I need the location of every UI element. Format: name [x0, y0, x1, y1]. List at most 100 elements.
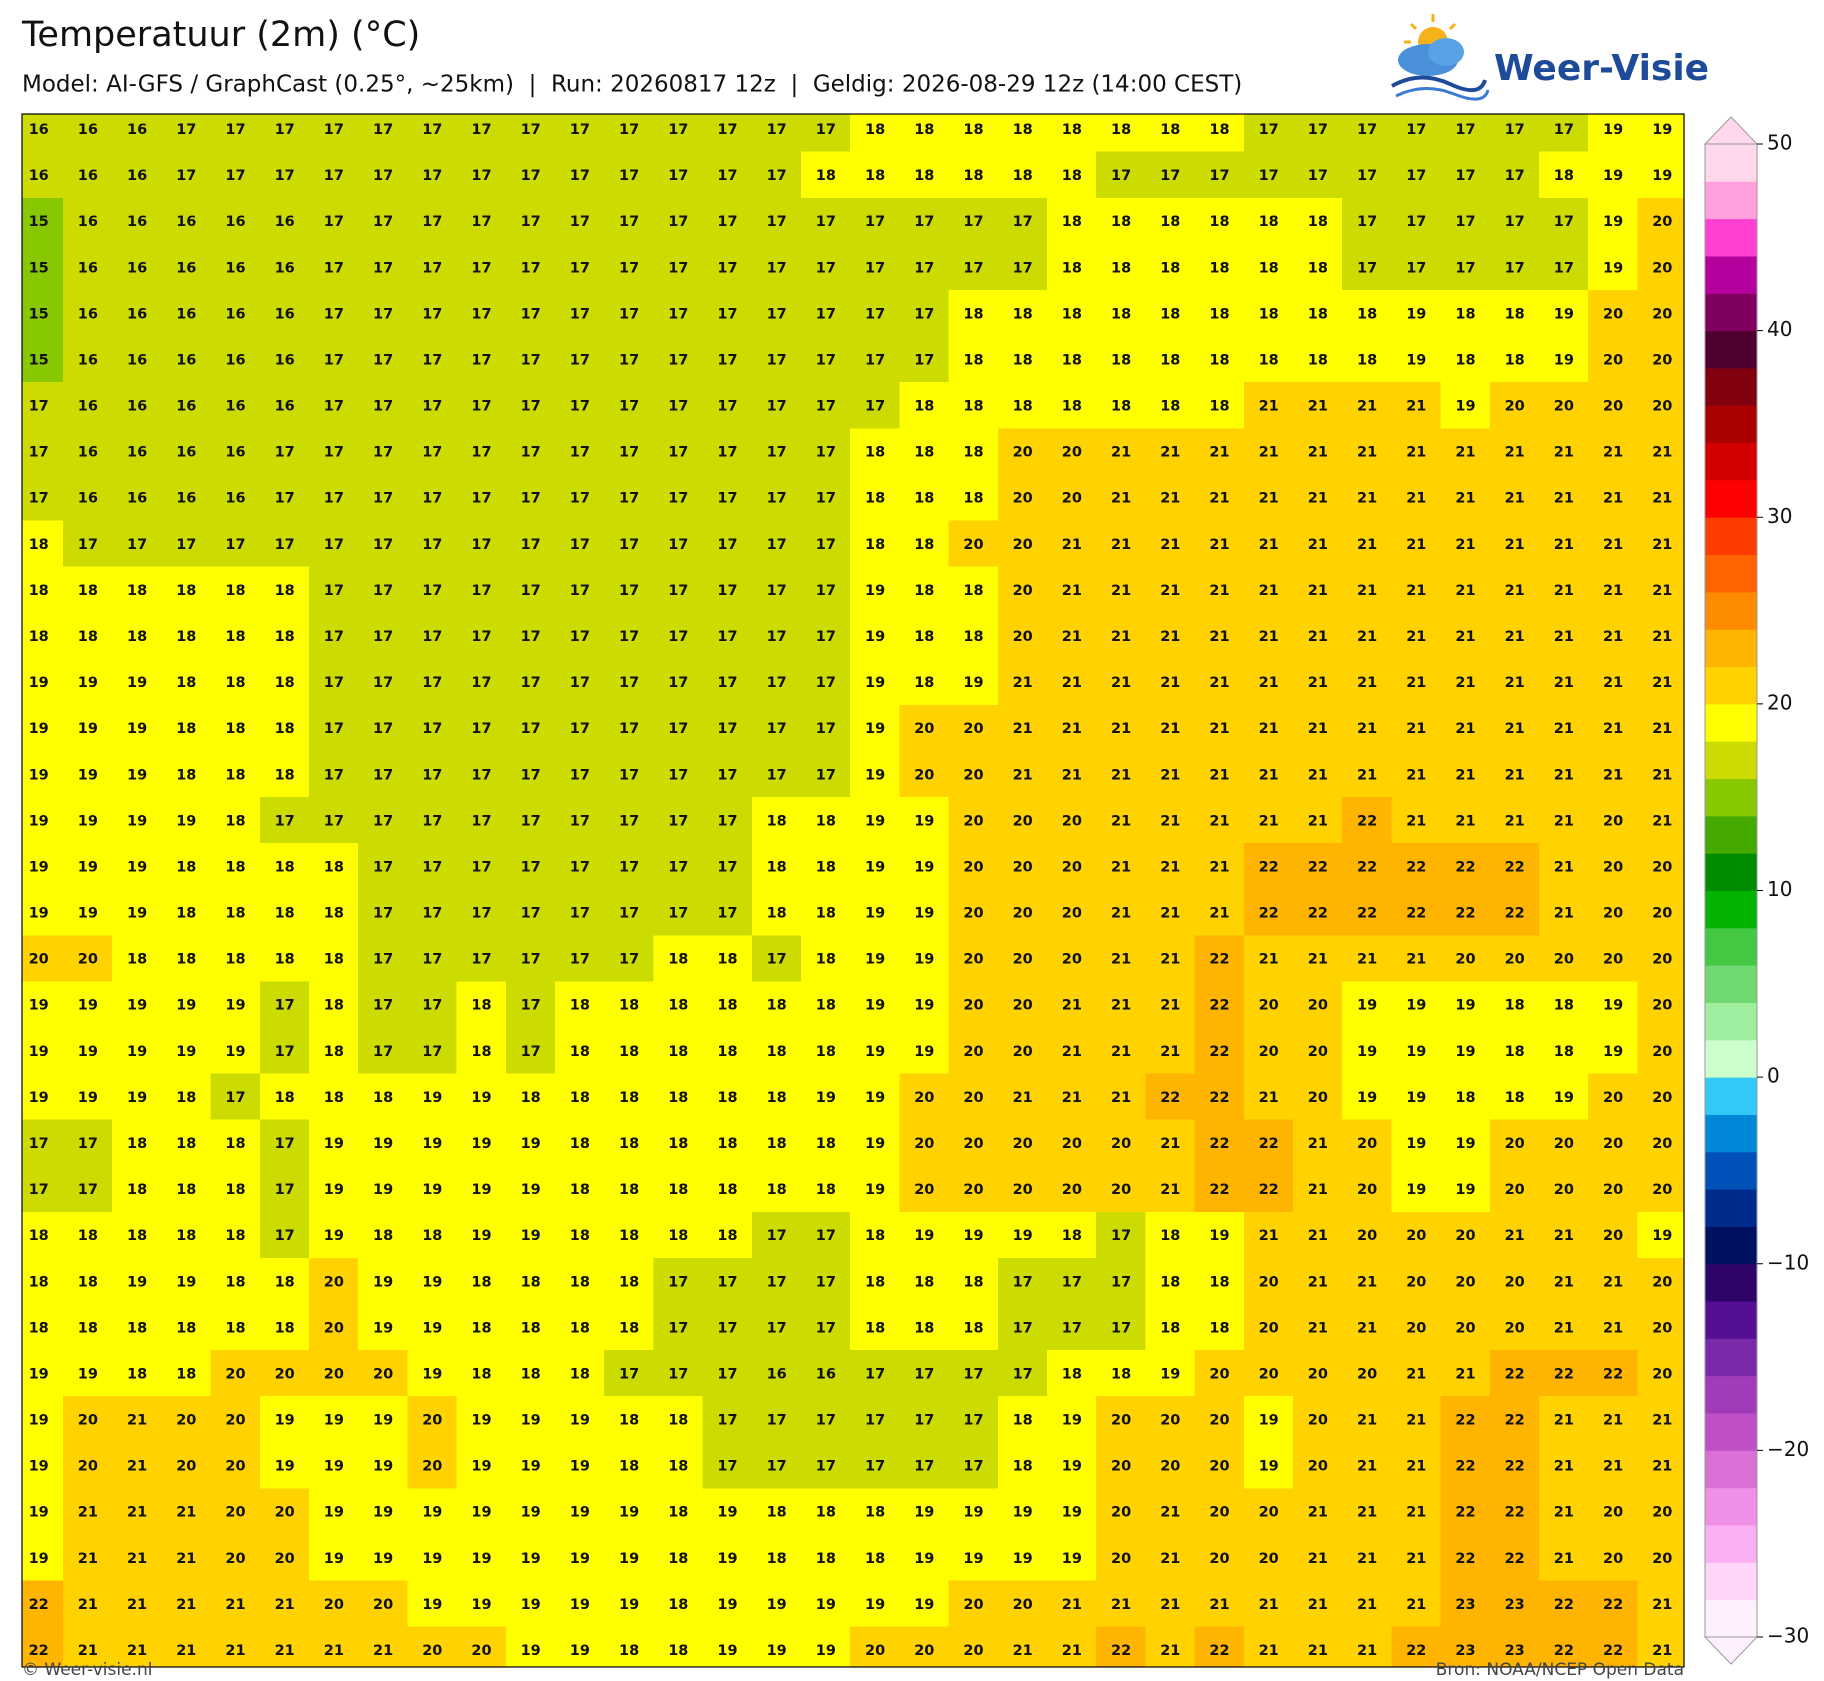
temperature-cell [1489, 658, 1540, 706]
temperature-label: 18 [1013, 168, 1033, 184]
temperature-label: 18 [275, 906, 295, 922]
temperature-label: 21 [176, 1643, 196, 1659]
temperature-label: 17 [717, 352, 737, 368]
temperature-label: 18 [1259, 352, 1279, 368]
temperature-label: 18 [176, 906, 196, 922]
temperature-label: 18 [127, 1366, 147, 1382]
temperature-label: 17 [422, 399, 442, 415]
temperature-cell [653, 797, 704, 844]
temperature-cell [751, 474, 802, 522]
temperature-label: 20 [1111, 1551, 1131, 1567]
temperature-label: 18 [717, 1044, 737, 1060]
temperature-label: 17 [619, 260, 639, 276]
temperature-label: 20 [1259, 1274, 1279, 1290]
temperature-cell [801, 290, 851, 337]
temperature-label: 21 [1160, 1136, 1180, 1152]
temperature-label: 22 [29, 1643, 49, 1659]
temperature-cell [751, 704, 802, 752]
temperature-label: 17 [373, 306, 393, 322]
temperature-label: 18 [963, 399, 983, 415]
temperature-label: 21 [1308, 1136, 1328, 1152]
temperature-label: 20 [963, 998, 983, 1014]
temperature-label: 21 [1406, 721, 1426, 737]
temperature-label: 17 [767, 399, 787, 415]
temperature-cell [1145, 243, 1196, 291]
temperature-label: 18 [29, 1274, 49, 1290]
temperature-label: 15 [29, 352, 49, 368]
temperature-label: 17 [717, 214, 737, 230]
temperature-label: 18 [471, 1320, 491, 1336]
temperature-label: 18 [1308, 306, 1328, 322]
temperature-label: 18 [668, 1597, 688, 1613]
temperature-label: 19 [29, 1044, 49, 1060]
temperature-label: 20 [914, 767, 934, 783]
temperature-cell [997, 612, 1048, 660]
temperature-cell [1637, 336, 1684, 383]
temperature-cell [948, 889, 999, 936]
temperature-label: 20 [1603, 952, 1623, 968]
temperature-label: 19 [1406, 352, 1426, 368]
temperature-label: 19 [1160, 1366, 1180, 1382]
temperature-label: 21 [1554, 721, 1574, 737]
colorbar-band [1705, 1375, 1757, 1414]
temperature-label: 21 [1209, 721, 1229, 737]
temperature-label: 20 [1603, 1090, 1623, 1106]
temperature-cell [112, 843, 162, 890]
temperature-label: 21 [176, 1597, 196, 1613]
temperature-label: 17 [373, 721, 393, 737]
temperature-label: 20 [1062, 906, 1082, 922]
temperature-cell [1342, 750, 1392, 798]
temperature-cell [505, 750, 556, 798]
temperature-label: 20 [1505, 1136, 1525, 1152]
temperature-label: 17 [275, 1182, 295, 1198]
temperature-cell [604, 336, 654, 383]
temperature-label: 18 [521, 1090, 541, 1106]
temperature-label: 17 [1455, 214, 1475, 230]
temperature-label: 17 [521, 675, 541, 691]
temperature-label: 20 [963, 813, 983, 829]
temperature-label: 17 [324, 675, 344, 691]
temperature-label: 21 [1406, 399, 1426, 415]
temperature-label: 19 [865, 629, 885, 645]
temperature-label: 17 [816, 122, 836, 138]
temperature-label: 22 [1406, 1643, 1426, 1659]
temperature-label: 18 [225, 859, 245, 875]
temperature-cell [22, 797, 64, 844]
temperature-label: 17 [570, 859, 590, 875]
temperature-cell [1539, 750, 1589, 798]
temperature-label: 17 [521, 260, 541, 276]
temperature-label: 21 [1554, 1551, 1574, 1567]
temperature-label: 18 [1062, 1366, 1082, 1382]
temperature-cell [309, 243, 359, 291]
temperature-cell [210, 474, 261, 522]
temperature-label: 17 [471, 629, 491, 645]
temperature-cell [555, 114, 605, 153]
temperature-label: 18 [668, 1228, 688, 1244]
temperature-cell [1096, 243, 1146, 291]
temperature-cell [1588, 382, 1638, 429]
temperature-label: 17 [865, 260, 885, 276]
temperature-cell [555, 428, 605, 475]
temperature-label: 17 [1308, 122, 1328, 138]
temperature-label: 21 [78, 1597, 98, 1613]
temperature-label: 21 [1160, 445, 1180, 461]
temperature-cell [358, 151, 408, 199]
temperature-label: 17 [619, 168, 639, 184]
temperature-label: 18 [816, 1044, 836, 1060]
temperature-cell [1391, 197, 1442, 245]
temperature-label: 20 [422, 1413, 442, 1429]
temperature-cell [604, 290, 654, 337]
temperature-cell [407, 797, 458, 844]
temperature-label: 19 [471, 1505, 491, 1521]
colorbar-band [1705, 1413, 1757, 1451]
temperature-label: 21 [1209, 675, 1229, 691]
temperature-cell [801, 520, 851, 568]
temperature-label: 17 [816, 260, 836, 276]
temperature-cell [309, 750, 359, 798]
temperature-cell [309, 290, 359, 337]
temperature-cell [1194, 750, 1245, 798]
temperature-label: 18 [767, 906, 787, 922]
temperature-label: 17 [78, 537, 98, 553]
temperature-cell [259, 151, 310, 199]
temperature-cell [358, 704, 408, 752]
